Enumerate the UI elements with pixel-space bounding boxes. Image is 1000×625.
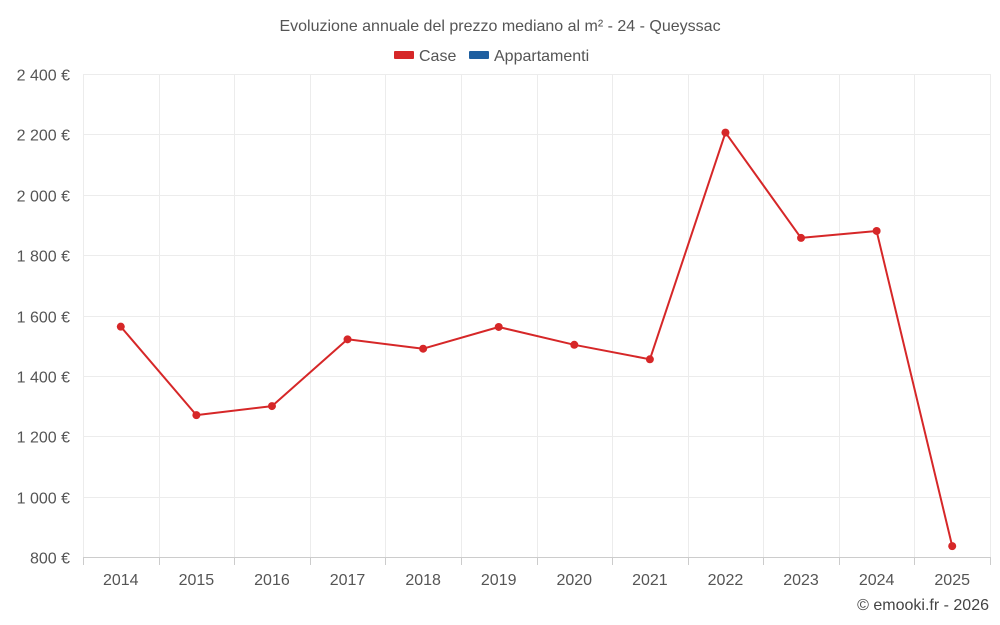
data-point-2022[interactable] bbox=[721, 128, 730, 137]
legend-item-case[interactable]: Case bbox=[394, 48, 456, 65]
data-point-2017[interactable] bbox=[343, 335, 352, 344]
x-tick-label: 2018 bbox=[405, 572, 441, 589]
y-tick-label: 2 400 € bbox=[17, 68, 70, 85]
x-axis-ticks: 2014 2015 2016 2017 2018 2019 2020 2021 2022 2023… bbox=[83, 557, 991, 589]
x-tick-label: 2015 bbox=[179, 572, 215, 589]
data-point-2020[interactable] bbox=[570, 340, 579, 349]
y-tick-label: 1 600 € bbox=[17, 310, 70, 327]
y-axis-ticks: 800 € 1 000 € 1 200 € 1 400 € 1 600 € 1 800 €… bbox=[17, 68, 70, 568]
data-point-2019[interactable] bbox=[494, 322, 503, 331]
x-tick-label: 2019 bbox=[481, 572, 517, 589]
y-tick-label: 1 400 € bbox=[17, 370, 70, 387]
data-point-2023[interactable] bbox=[797, 233, 806, 242]
legend-item-appartamenti[interactable]: Appartamenti bbox=[469, 48, 589, 65]
y-tick-label: 1 000 € bbox=[17, 491, 70, 508]
x-tick-label: 2014 bbox=[103, 572, 139, 589]
data-point-2021[interactable] bbox=[645, 355, 654, 364]
gridlines bbox=[83, 74, 991, 557]
x-tick-label: 2021 bbox=[632, 572, 668, 589]
x-tick-label: 2020 bbox=[556, 572, 592, 589]
x-tick-label: 2022 bbox=[708, 572, 744, 589]
legend-swatch bbox=[469, 51, 489, 59]
legend-label: Case bbox=[419, 48, 456, 65]
y-tick-label: 2 200 € bbox=[17, 128, 70, 145]
x-tick-label: 2016 bbox=[254, 572, 290, 589]
x-tick-label: 2025 bbox=[934, 572, 970, 589]
data-point-2025[interactable] bbox=[948, 542, 957, 551]
series-line-case bbox=[120, 131, 954, 547]
data-point-2014[interactable] bbox=[116, 322, 125, 331]
legend: Case Appartamenti bbox=[394, 48, 589, 65]
chart-title: Evoluzione annuale del prezzo mediano al… bbox=[279, 18, 720, 35]
x-tick-label: 2017 bbox=[330, 572, 366, 589]
series-layer bbox=[116, 128, 957, 551]
data-point-2018[interactable] bbox=[419, 344, 428, 353]
y-tick-label: 1 200 € bbox=[17, 430, 70, 447]
y-tick-label: 1 800 € bbox=[17, 249, 70, 266]
y-tick-label: 800 € bbox=[30, 551, 70, 568]
credit-text: © emooki.fr - 2026 bbox=[857, 597, 989, 614]
x-tick-label: 2023 bbox=[783, 572, 819, 589]
legend-swatch bbox=[394, 51, 414, 59]
legend-label: Appartamenti bbox=[494, 48, 589, 65]
y-tick-label: 2 000 € bbox=[17, 189, 70, 206]
data-point-2024[interactable] bbox=[872, 226, 881, 235]
x-tick-label: 2024 bbox=[859, 572, 895, 589]
data-point-2015[interactable] bbox=[192, 411, 201, 420]
data-point-2016[interactable] bbox=[267, 402, 276, 411]
